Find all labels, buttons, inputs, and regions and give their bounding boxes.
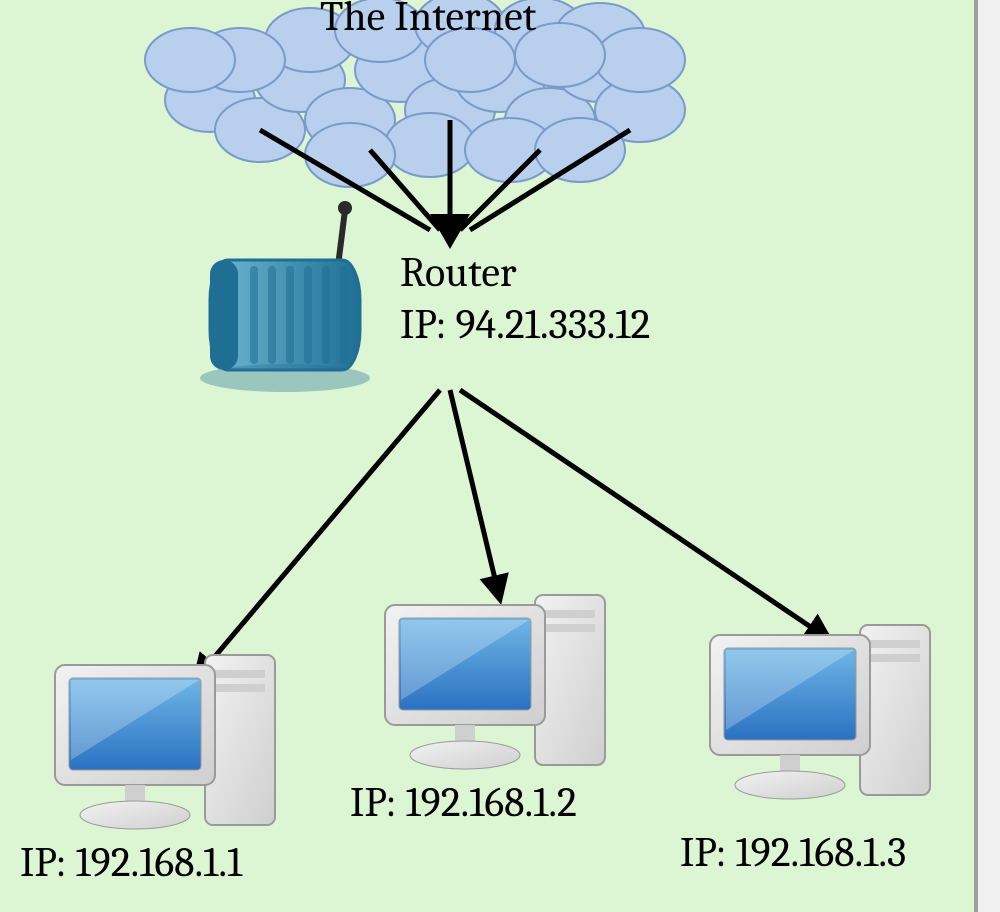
computer-icon bbox=[385, 595, 605, 769]
router-label-line1: Router bbox=[400, 250, 517, 296]
computer-icon bbox=[710, 625, 930, 799]
network-diagram: The Internet Router IP: 94.21.333.12 IP:… bbox=[0, 0, 1000, 912]
pc3-ip-label: IP: 192.168.1.3 bbox=[680, 830, 906, 876]
internet-label: The Internet bbox=[320, 0, 536, 40]
pc2-ip-label: IP: 192.168.1.2 bbox=[350, 780, 577, 826]
computer-icon bbox=[55, 655, 275, 829]
computers-layer bbox=[0, 0, 1000, 912]
pc1-ip-label: IP: 192.168.1.1 bbox=[20, 840, 242, 886]
router-label-line2: IP: 94.21.333.12 bbox=[400, 302, 650, 348]
